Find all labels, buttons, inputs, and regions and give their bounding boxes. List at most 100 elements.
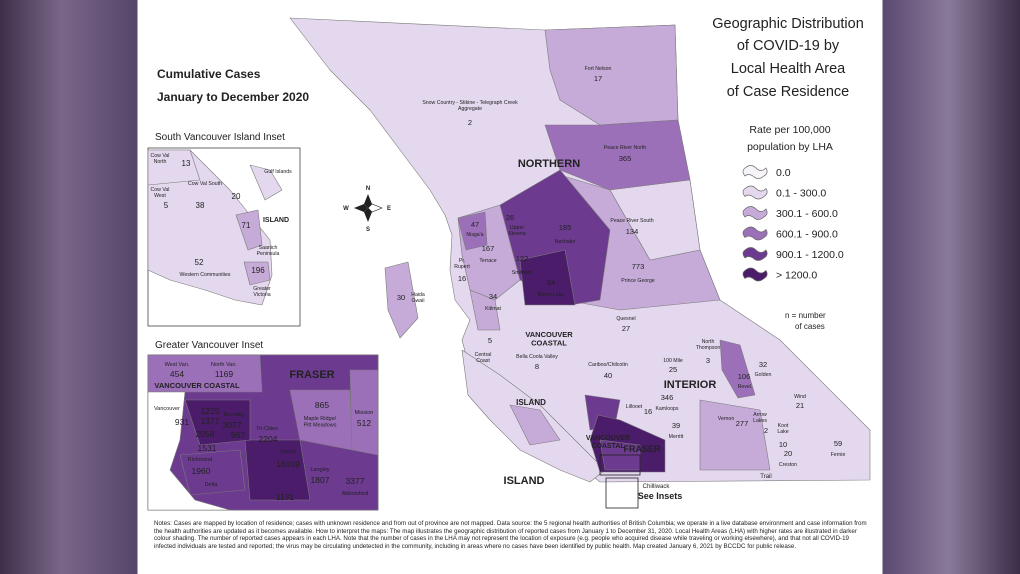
lha-count: 21 [796, 401, 804, 410]
lha-name-line: Snow Country - Stikine - Telegraph Creek [422, 100, 518, 106]
lha-name: Maple Ridge/Pitt Meadows [303, 416, 336, 428]
lha-shape [147, 354, 263, 393]
lha-count: 5 [488, 336, 492, 345]
vancouver-inset [147, 354, 379, 511]
lha-name: Cow Val North [151, 153, 170, 165]
lha-name-line: Koot [778, 423, 789, 429]
lha-count: 26 [506, 213, 514, 222]
lha-shape [457, 211, 488, 251]
lha-shape [179, 449, 246, 496]
lha-name-line: Cow Val [151, 187, 170, 193]
lha-count: 865 [315, 400, 329, 410]
lha-name: Lillooet [626, 404, 643, 410]
lha-count: 27 [622, 324, 630, 333]
lha-count: 20 [232, 192, 241, 201]
compass-letter: E [387, 206, 391, 212]
lha-name: Fort Nelson [585, 66, 612, 72]
lha-name: Langley [310, 467, 330, 473]
lha-name: Delta [205, 482, 219, 488]
region-label-line: VANCOUVER [586, 435, 630, 442]
legend-label: 300.1 - 600.0 [776, 208, 838, 220]
lha-name: Koot Lake [777, 423, 789, 435]
legend-label: > 1200.0 [776, 270, 817, 282]
lha-name: Wind [794, 394, 806, 400]
lha-shape [249, 164, 283, 201]
lha-shape [244, 439, 311, 501]
lha-name: Tri-Cities [256, 426, 278, 432]
region-label: INTERIOR [664, 379, 717, 391]
lha-shape [719, 339, 756, 399]
region-label-line: COASTAL [531, 339, 567, 348]
lha-name: Merritt [669, 434, 684, 440]
legend-swatch [742, 226, 768, 241]
lha-name: Creston [779, 462, 797, 468]
lha-name: Abbotsford [342, 491, 369, 497]
lha-name-line: Coast [476, 358, 490, 364]
legend-title: Rate per 100,000 [749, 124, 830, 136]
region-label: NORTHERN [518, 158, 580, 170]
lha-name-line: Thompson [696, 345, 721, 351]
place-label: Trail [760, 474, 771, 480]
lha-name: North Thompson [696, 339, 721, 351]
lha-name-line: Aggregate [458, 106, 482, 112]
lha-count: 39 [672, 421, 680, 430]
lha-name-line: North [702, 339, 715, 345]
notes: Notes: Cases are mapped by location of r… [154, 520, 867, 550]
lha-name: Mission [355, 410, 374, 416]
lha-count: 16109 [276, 459, 300, 469]
lha-name: Peace River South [610, 218, 653, 224]
lha-count: 3 [706, 356, 710, 365]
lha-name: Haida Gwaii [411, 292, 425, 304]
lha-name: North Van. [211, 362, 237, 368]
lha-name: Upper Skeena [508, 225, 526, 237]
lha-name-line: Lakes [753, 418, 767, 424]
lha-name-line: Gwaii [412, 298, 425, 304]
inset-title: South Vancouver Island Inset [155, 132, 285, 143]
subtitle-line: Cumulative Cases [157, 67, 261, 81]
title-line: of COVID-19 by [737, 38, 840, 54]
lha-count: 3377 [346, 476, 365, 486]
lha-name: Central Coast [475, 352, 492, 364]
legend-swatch [742, 206, 768, 220]
lha-shape [384, 261, 419, 339]
lha-name: Cariboo/Chilcotin [588, 362, 628, 368]
lha-shape [509, 404, 561, 446]
legend-label: 0.0 [776, 167, 791, 179]
lha-name: Kitimat [485, 306, 501, 312]
lha-count: 16 [458, 274, 466, 283]
lha-count: 1225 [201, 406, 220, 416]
lha-name-line: Peninsula [257, 251, 280, 257]
water [147, 391, 231, 511]
lha-count: 59 [834, 439, 842, 448]
lha-name: 100 Mile [663, 358, 683, 364]
lha-count: 931 [175, 417, 189, 427]
lha-name-line: North [154, 159, 167, 165]
lha-count: 2058 [196, 429, 215, 439]
lha-count: 1131 [276, 492, 295, 502]
legend-swatch [742, 165, 768, 179]
lha-count: 512 [357, 418, 371, 428]
lha-name: Arrow Lakes [753, 412, 767, 424]
region-label: VANCOUVER COASTAL [525, 330, 573, 348]
legend-note: n = number [785, 311, 826, 320]
compass-letter: W [343, 206, 349, 212]
lha-name-line: Haida [411, 292, 425, 298]
lha-name: West Van. [165, 362, 190, 368]
region-label: FRASER [623, 444, 661, 454]
lha-count: 365 [619, 154, 632, 163]
lha-name: Prince George [621, 278, 655, 284]
legend-title: population by LHA [747, 141, 833, 153]
place-label: Chilliwack [643, 484, 671, 490]
see-insets: See Insets [638, 491, 683, 501]
lha-count: 71 [242, 221, 251, 230]
lha-count: 10 [779, 440, 787, 449]
lha-name-line: Arrow [753, 412, 767, 418]
lha-name: Gulf Islands [264, 169, 292, 175]
lha-name-line: Maple Ridge/ [304, 416, 337, 422]
legend-label: 600.1 - 900.0 [776, 229, 838, 241]
lha-count: 1531 [198, 443, 217, 453]
lha-count: 2204 [259, 434, 278, 444]
lha-count: 30 [397, 293, 405, 302]
region-label-line: COASTAL [591, 443, 625, 450]
